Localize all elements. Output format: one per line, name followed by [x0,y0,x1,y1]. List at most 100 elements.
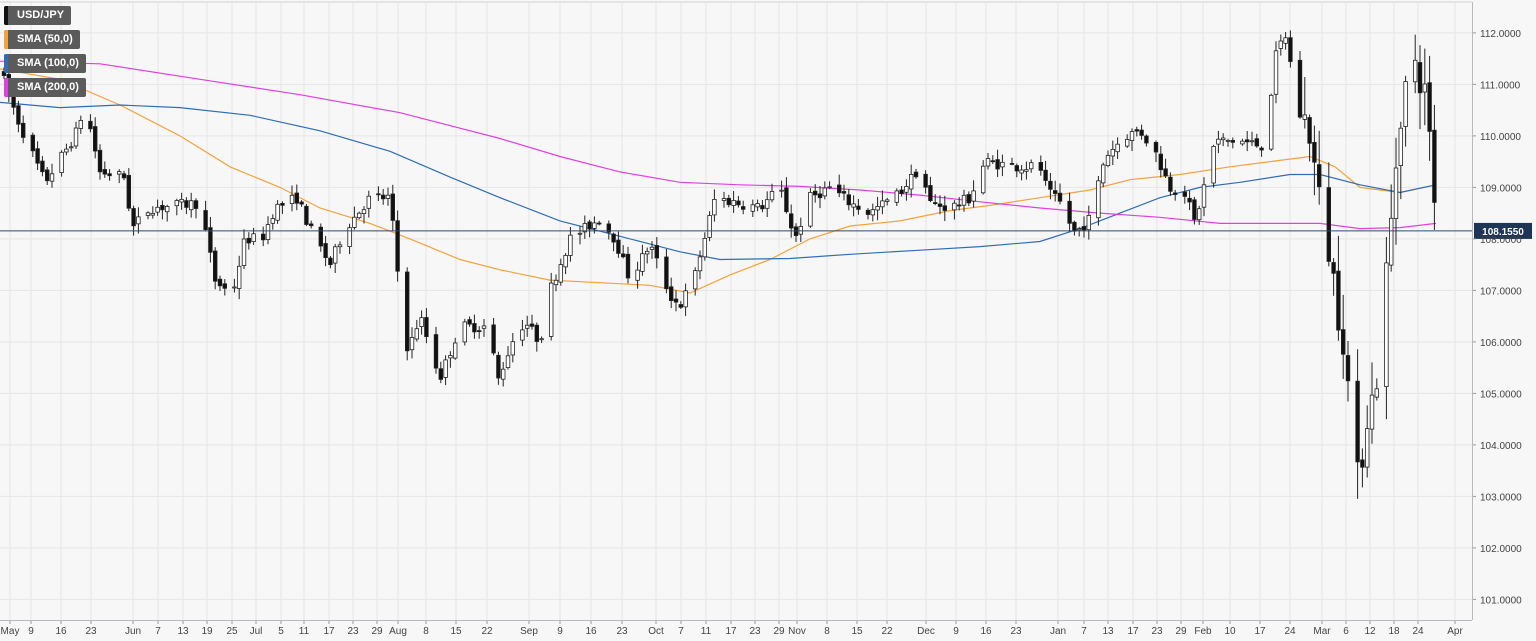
candle [563,253,568,275]
x-tick-label: 16 [55,626,67,637]
candle [750,199,755,217]
x-tick-label: 17 [1254,626,1266,637]
candle [289,185,295,212]
candle [1240,138,1245,146]
candle-body-down [784,187,789,213]
legend-item-sma-200[interactable]: SMA (200,0) [4,78,86,97]
candle [20,115,26,144]
candle-body-down [995,159,1000,170]
y-tick-label: 102.0000 [1480,544,1522,555]
candle [1269,93,1274,151]
candle-body-down [467,319,472,325]
candle [69,142,74,152]
candle [1014,163,1019,178]
candle-body-down [606,223,611,233]
candle-body-down [942,205,947,211]
candle [409,327,415,359]
candle-body-down [813,190,818,196]
x-tick-label: 29 [773,626,785,637]
candle-body-up [366,195,371,209]
candle [1374,378,1379,401]
candle [952,200,957,220]
candle-body-down [390,193,395,221]
candle-body-down [208,227,213,253]
candle-body-down [184,200,189,208]
candle-body-down [597,222,602,225]
candle-body-up [1216,138,1221,145]
candle-body-up [952,202,957,211]
x-tick-label: 23 [749,626,761,637]
candle-body-up [1105,155,1111,167]
candle [539,336,544,343]
candle-body-down [1288,37,1293,62]
candle [35,141,40,170]
candle-body-up [1365,428,1370,468]
candle [913,168,919,179]
candle-body-down [1168,176,1173,192]
candle [558,258,563,286]
candle-body-up [1302,114,1307,120]
candle-body-up [1129,131,1135,142]
candle [664,249,669,294]
candle [582,215,587,239]
candle [654,237,659,269]
candle [798,217,803,242]
candle [822,181,827,200]
candle-body-up [251,233,256,243]
candle-body-down [222,283,227,289]
candle [1048,173,1053,200]
candle [909,164,914,198]
candle-body-up [904,186,909,193]
candle-body-down [1153,141,1159,153]
candle-body-up [894,190,899,203]
candle [452,337,458,360]
candle [150,206,155,219]
candle [16,100,21,133]
candle [1139,124,1144,140]
candle-body-down [217,278,223,287]
candle-body-up [1413,59,1418,83]
candle-body-up [1000,161,1005,168]
x-tick-label: 6 [1343,626,1349,637]
candle-body-up [731,199,736,206]
candle [870,203,875,222]
candle-body-down [131,208,136,227]
candle-body-down [1331,262,1336,274]
candle [208,217,213,263]
candle [525,315,530,337]
candle [966,191,971,206]
candle-body-down [1048,180,1053,190]
candle [1297,51,1303,119]
candle [1417,45,1423,130]
x-tick-label: 17 [323,626,335,637]
candle [390,184,395,231]
candle [265,216,271,245]
candle-body-up [635,269,640,281]
x-tick-label: Jun [125,626,141,637]
legend-item-sma-100[interactable]: SMA (100,0) [4,54,86,73]
candle-body-down [16,105,21,125]
legend-item-sma-50[interactable]: SMA (50,0) [4,30,80,49]
candle-body-down [1158,153,1163,171]
candle-body-down [741,206,746,210]
candle-body-up [563,254,568,268]
candle-body-down [308,223,314,227]
candle [697,250,703,280]
x-tick-label: 23 [616,626,628,637]
candle [328,256,333,269]
candle [30,132,35,157]
candle-body-up [155,206,160,213]
x-tick-label: 9 [28,626,34,637]
candle-body-up [1029,162,1034,170]
candle-body-down [923,173,928,188]
x-tick-label: 11 [701,626,712,637]
candle-body-down [966,194,971,204]
candle [1125,134,1130,148]
candle-body-down [1317,164,1322,188]
candle [875,196,880,221]
candle-body-up [232,286,237,289]
legend-item-usdjpy[interactable]: USD/JPY [4,6,72,25]
candle-body-up [981,165,986,194]
candle [856,199,861,215]
